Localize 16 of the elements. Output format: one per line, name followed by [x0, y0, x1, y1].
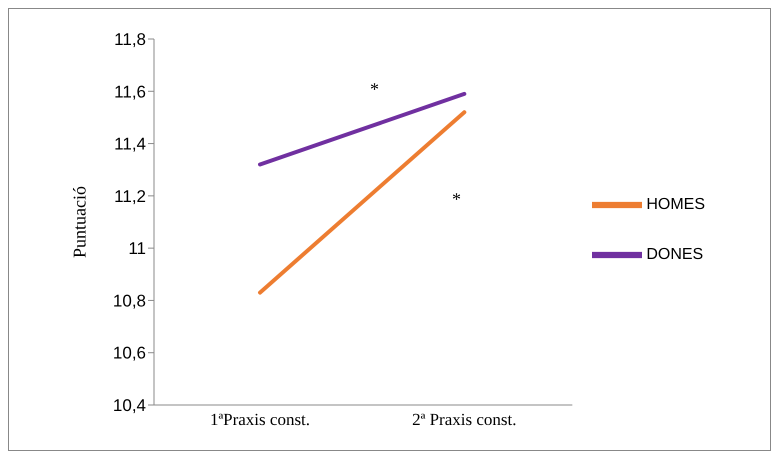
x-tick-label: 2ª Praxis const. — [412, 410, 516, 430]
y-tick-label: 11 — [128, 239, 146, 258]
x-tick-label: 1ªPraxis const. — [210, 410, 310, 430]
chart-frame: HOMES DONES 1ªPraxis const. 2ª Praxis const. 10,4 10,6 10,8 11 11,2 11,4 11,6 11,8 Puntuació * * — [8, 8, 771, 451]
y-tick-label: 10,8 — [112, 291, 146, 310]
y-tick-label: 11,2 — [114, 186, 146, 206]
annotation: * — [370, 79, 379, 100]
annotation: * — [452, 189, 461, 210]
y-tick-label: 10,6 — [112, 344, 146, 363]
y-tick-label: 11,6 — [114, 82, 146, 102]
legend-label: HOMES — [646, 196, 705, 213]
y-tick-label: 11,4 — [114, 134, 146, 154]
y-tick-label: 10,4 — [112, 396, 146, 416]
y-axis-title: Puntuació — [69, 186, 90, 258]
legend-label: DONES — [646, 246, 704, 263]
y-tick-label: 11,8 — [114, 30, 146, 50]
